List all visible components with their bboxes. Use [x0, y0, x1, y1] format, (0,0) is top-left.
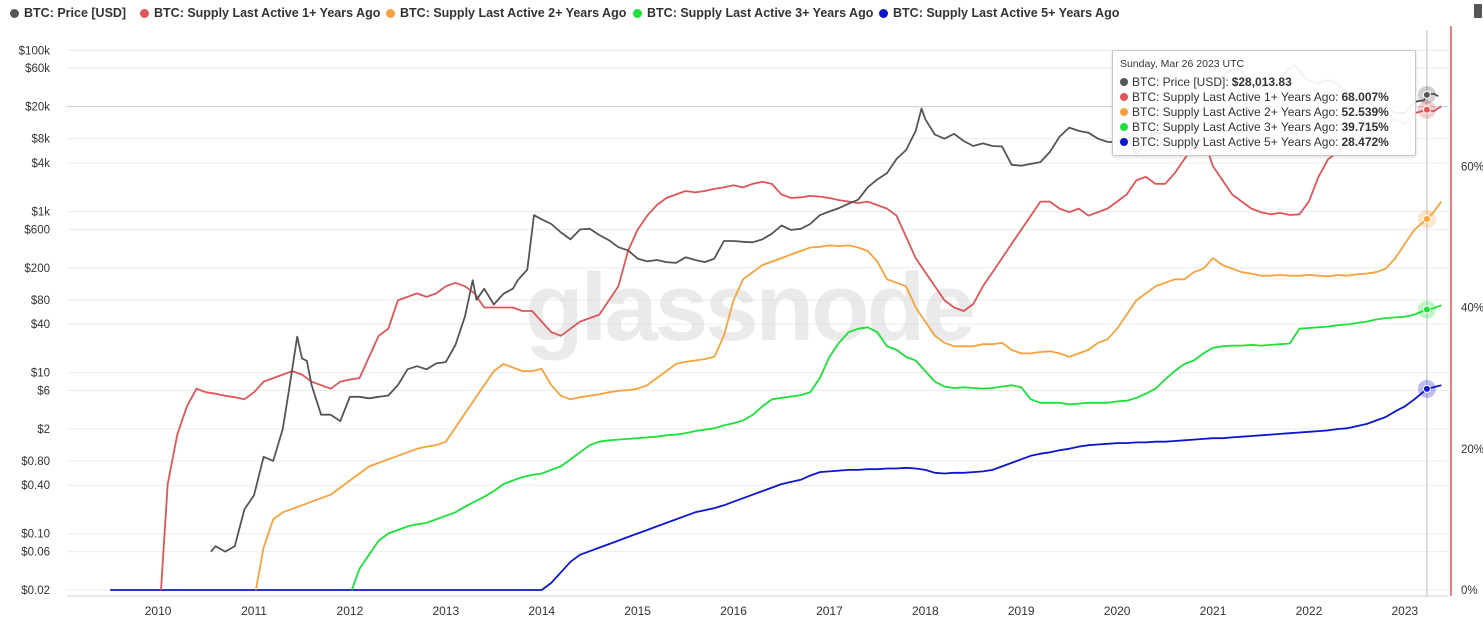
hover-point	[1422, 214, 1431, 223]
tooltip-label: BTC: Supply Last Active 5+ Years Ago:	[1132, 134, 1339, 149]
tooltip-row-supply-1y: BTC: Supply Last Active 1+ Years Ago: 68…	[1120, 89, 1389, 104]
legend-dot-icon	[633, 8, 642, 18]
y-left-tick-label: $0.10	[21, 529, 50, 541]
hover-tooltip: Sunday, Mar 26 2023 UTC BTC: Price [USD]…	[1112, 50, 1416, 156]
menu-icon[interactable]	[1474, 4, 1482, 18]
tooltip-dot-icon	[1120, 92, 1128, 101]
hover-point	[1422, 105, 1431, 114]
tooltip-dot-icon	[1120, 77, 1128, 86]
tooltip-date: Sunday, Mar 26 2023 UTC	[1120, 58, 1245, 70]
tooltip-value: 68.007%	[1341, 89, 1389, 104]
x-tick-label: 2011	[241, 604, 267, 618]
tooltip-row-price: BTC: Price [USD]: $28,013.83	[1120, 74, 1292, 89]
y-left-tick-label: $20k	[25, 102, 50, 114]
tooltip-label: BTC: Supply Last Active 3+ Years Ago:	[1132, 119, 1339, 134]
tooltip-label: BTC: Supply Last Active 1+ Years Ago:	[1132, 89, 1339, 104]
chart-legend: BTC: Price [USD] BTC: Supply Last Active…	[0, 0, 1483, 26]
tooltip-value: $28,013.83	[1231, 74, 1292, 89]
x-tick-label: 2018	[912, 604, 939, 618]
x-tick-label: 2016	[720, 604, 747, 618]
legend-label: BTC: Supply Last Active 2+ Years Ago	[400, 6, 627, 20]
tooltip-dot-icon	[1120, 122, 1128, 131]
tooltip-row-supply-3y: BTC: Supply Last Active 3+ Years Ago: 39…	[1120, 119, 1389, 134]
legend-label: BTC: Supply Last Active 3+ Years Ago	[647, 6, 874, 20]
x-tick-label: 2023	[1391, 604, 1418, 618]
legend-dot-icon	[140, 8, 149, 18]
grid-lines	[67, 26, 1452, 597]
y-right-tick-label: 0%	[1461, 585, 1478, 597]
y-left-tick-label: $6	[37, 385, 50, 397]
x-tick-label: 2013	[432, 604, 459, 618]
x-tick-label: 2010	[145, 604, 172, 618]
y-left-tick-label: $60k	[25, 63, 50, 75]
legend-item-supply-3y[interactable]: BTC: Supply Last Active 3+ Years Ago	[633, 5, 873, 21]
y-left-tick-label: $1k	[31, 206, 50, 218]
y-left-tick-label: $40	[31, 319, 50, 331]
x-tick-label: 2012	[337, 604, 364, 618]
legend-item-price[interactable]: BTC: Price [USD]	[10, 5, 126, 21]
legend-item-supply-5y[interactable]: BTC: Supply Last Active 5+ Years Ago	[879, 5, 1119, 21]
legend-item-supply-2y[interactable]: BTC: Supply Last Active 2+ Years Ago	[386, 5, 626, 21]
y-left-tick-label: $10	[31, 368, 50, 380]
y-left-tick-label: $8k	[31, 134, 50, 146]
series-line-1[interactable]	[160, 105, 1442, 591]
tooltip-value: 39.715%	[1341, 119, 1389, 134]
y-left-tick-label: $0.02	[21, 585, 50, 597]
x-tick-label: 2022	[1296, 604, 1323, 618]
hover-point	[1422, 305, 1431, 314]
tooltip-dot-icon	[1120, 137, 1128, 146]
tooltip-dot-icon	[1120, 107, 1128, 116]
legend-label: BTC: Supply Last Active 5+ Years Ago	[893, 6, 1120, 20]
tooltip-row-supply-5y: BTC: Supply Last Active 5+ Years Ago: 28…	[1120, 134, 1389, 149]
series-line-2[interactable]	[255, 201, 1443, 591]
y-left-tick-label: $0.80	[21, 456, 50, 468]
legend-dot-icon	[386, 8, 395, 18]
tooltip-value: 52.539%	[1341, 104, 1389, 119]
tooltip-value: 28.472%	[1341, 134, 1389, 149]
legend-label: BTC: Supply Last Active 1+ Years Ago	[154, 6, 381, 20]
y-left-tick-label: $600	[24, 224, 50, 236]
right-axis: 60% 40% 20% 0%	[1461, 161, 1483, 597]
tooltip-label: BTC: Price [USD]:	[1132, 74, 1229, 89]
legend-dot-icon	[10, 8, 19, 18]
series-line-3[interactable]	[350, 304, 1442, 591]
x-axis: 2010 2011 2012 2013 2014 2015 2016 2017 2018 2019…	[145, 604, 1419, 618]
y-right-tick-label: 40%	[1461, 303, 1483, 315]
y-right-tick-label: 20%	[1461, 444, 1483, 456]
y-right-tick-label: 60%	[1461, 161, 1483, 173]
y-left-tick-label: $100k	[19, 45, 51, 57]
hover-markers	[1417, 85, 1436, 398]
legend-dot-icon	[879, 8, 888, 18]
x-tick-label: 2017	[816, 604, 843, 618]
hover-point	[1422, 384, 1431, 393]
watermark: glassnode	[525, 254, 973, 361]
legend-label: BTC: Price [USD]	[24, 6, 127, 20]
y-left-tick-label: $0.40	[21, 480, 50, 492]
tooltip-label: BTC: Supply Last Active 2+ Years Ago:	[1132, 104, 1339, 119]
legend-item-supply-1y[interactable]: BTC: Supply Last Active 1+ Years Ago	[140, 5, 380, 21]
y-left-tick-label: $200	[24, 263, 50, 275]
y-left-tick-label: $0.06	[21, 547, 50, 559]
tooltip-row-supply-2y: BTC: Supply Last Active 2+ Years Ago: 52…	[1120, 104, 1389, 119]
y-left-tick-label: $4k	[31, 158, 50, 170]
x-tick-label: 2021	[1200, 604, 1227, 618]
hover-point	[1422, 90, 1431, 99]
x-tick-label: 2019	[1008, 604, 1035, 618]
y-left-tick-label: $80	[31, 295, 50, 307]
x-tick-label: 2020	[1104, 604, 1131, 618]
series-line-4[interactable]	[110, 384, 1442, 591]
x-tick-label: 2015	[624, 604, 651, 618]
x-tick-label: 2014	[528, 604, 555, 618]
left-axis: $100k $60k $20k $8k $4k $1k $600 $200 $80 $40 $10 $…	[19, 45, 51, 597]
y-left-tick-label: $2	[37, 424, 50, 436]
